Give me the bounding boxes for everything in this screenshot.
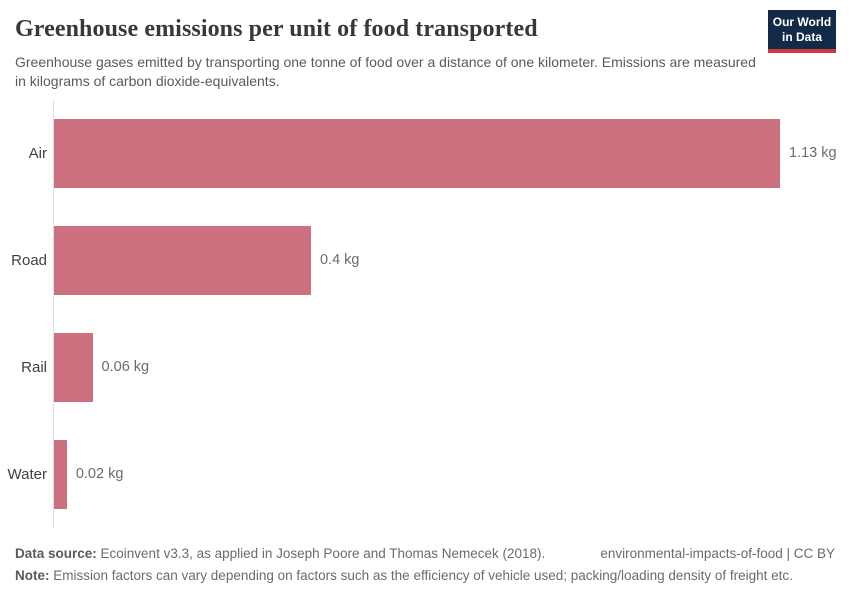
bar-track: 0.4 kg <box>53 206 850 314</box>
chart-subtitle: Greenhouse gases emitted by transporting… <box>15 53 756 90</box>
bar-track: 1.13 kg <box>53 99 850 207</box>
data-source-text: Ecoinvent v3.3, as applied in Joseph Poo… <box>96 545 546 561</box>
bar[interactable] <box>54 225 311 295</box>
bar-row: Water 0.02 kg <box>0 420 850 528</box>
bar-chart: Air 1.13 kg Road 0.4 kg Rail 0.06 kg Water 0.02… <box>0 99 850 528</box>
bar[interactable] <box>54 118 780 188</box>
bar-value-label: 0.02 kg <box>75 466 124 483</box>
plot-area: Air 1.13 kg Road 0.4 kg Rail 0.06 kg Water 0.02… <box>0 99 850 528</box>
owid-logo-line1: Our World <box>772 14 832 29</box>
bar-category-label[interactable]: Air <box>28 144 47 162</box>
bar-category-label[interactable]: Road <box>11 251 47 269</box>
page-title: Greenhouse emissions per unit of food tr… <box>15 16 538 42</box>
bar[interactable] <box>54 439 67 509</box>
bar-value-label: 0.06 kg <box>101 359 150 376</box>
bar-track: 0.06 kg <box>53 313 850 421</box>
bar-row: Rail 0.06 kg <box>0 313 850 421</box>
bar-value-label: 1.13 kg <box>789 145 837 162</box>
chart-footer: Data source: Ecoinvent v3.3, as applied … <box>15 544 835 587</box>
note-line: Note: Emission factors can vary dependin… <box>15 566 835 586</box>
bar-row: Air 1.13 kg <box>0 99 850 207</box>
data-source-line: Data source: Ecoinvent v3.3, as applied … <box>15 544 545 564</box>
bar-row: Road 0.4 kg <box>0 206 850 314</box>
bar-value-label: 0.4 kg <box>319 252 360 269</box>
owid-logo[interactable]: Our World in Data <box>768 10 836 53</box>
bar-track: 0.02 kg <box>53 420 850 528</box>
chart-header: Greenhouse emissions per unit of food tr… <box>0 0 850 92</box>
note-text: Emission factors can vary depending on f… <box>49 567 793 583</box>
owid-logo-line2: in Data <box>781 29 822 44</box>
bar[interactable] <box>54 332 93 402</box>
footer-license-link[interactable]: environmental-impacts-of-food | CC BY <box>600 545 835 561</box>
bar-category-label[interactable]: Rail <box>21 358 47 376</box>
data-source-label: Data source: <box>15 545 97 561</box>
note-label: Note: <box>15 567 50 583</box>
bar-category-label[interactable]: Water <box>7 465 47 483</box>
